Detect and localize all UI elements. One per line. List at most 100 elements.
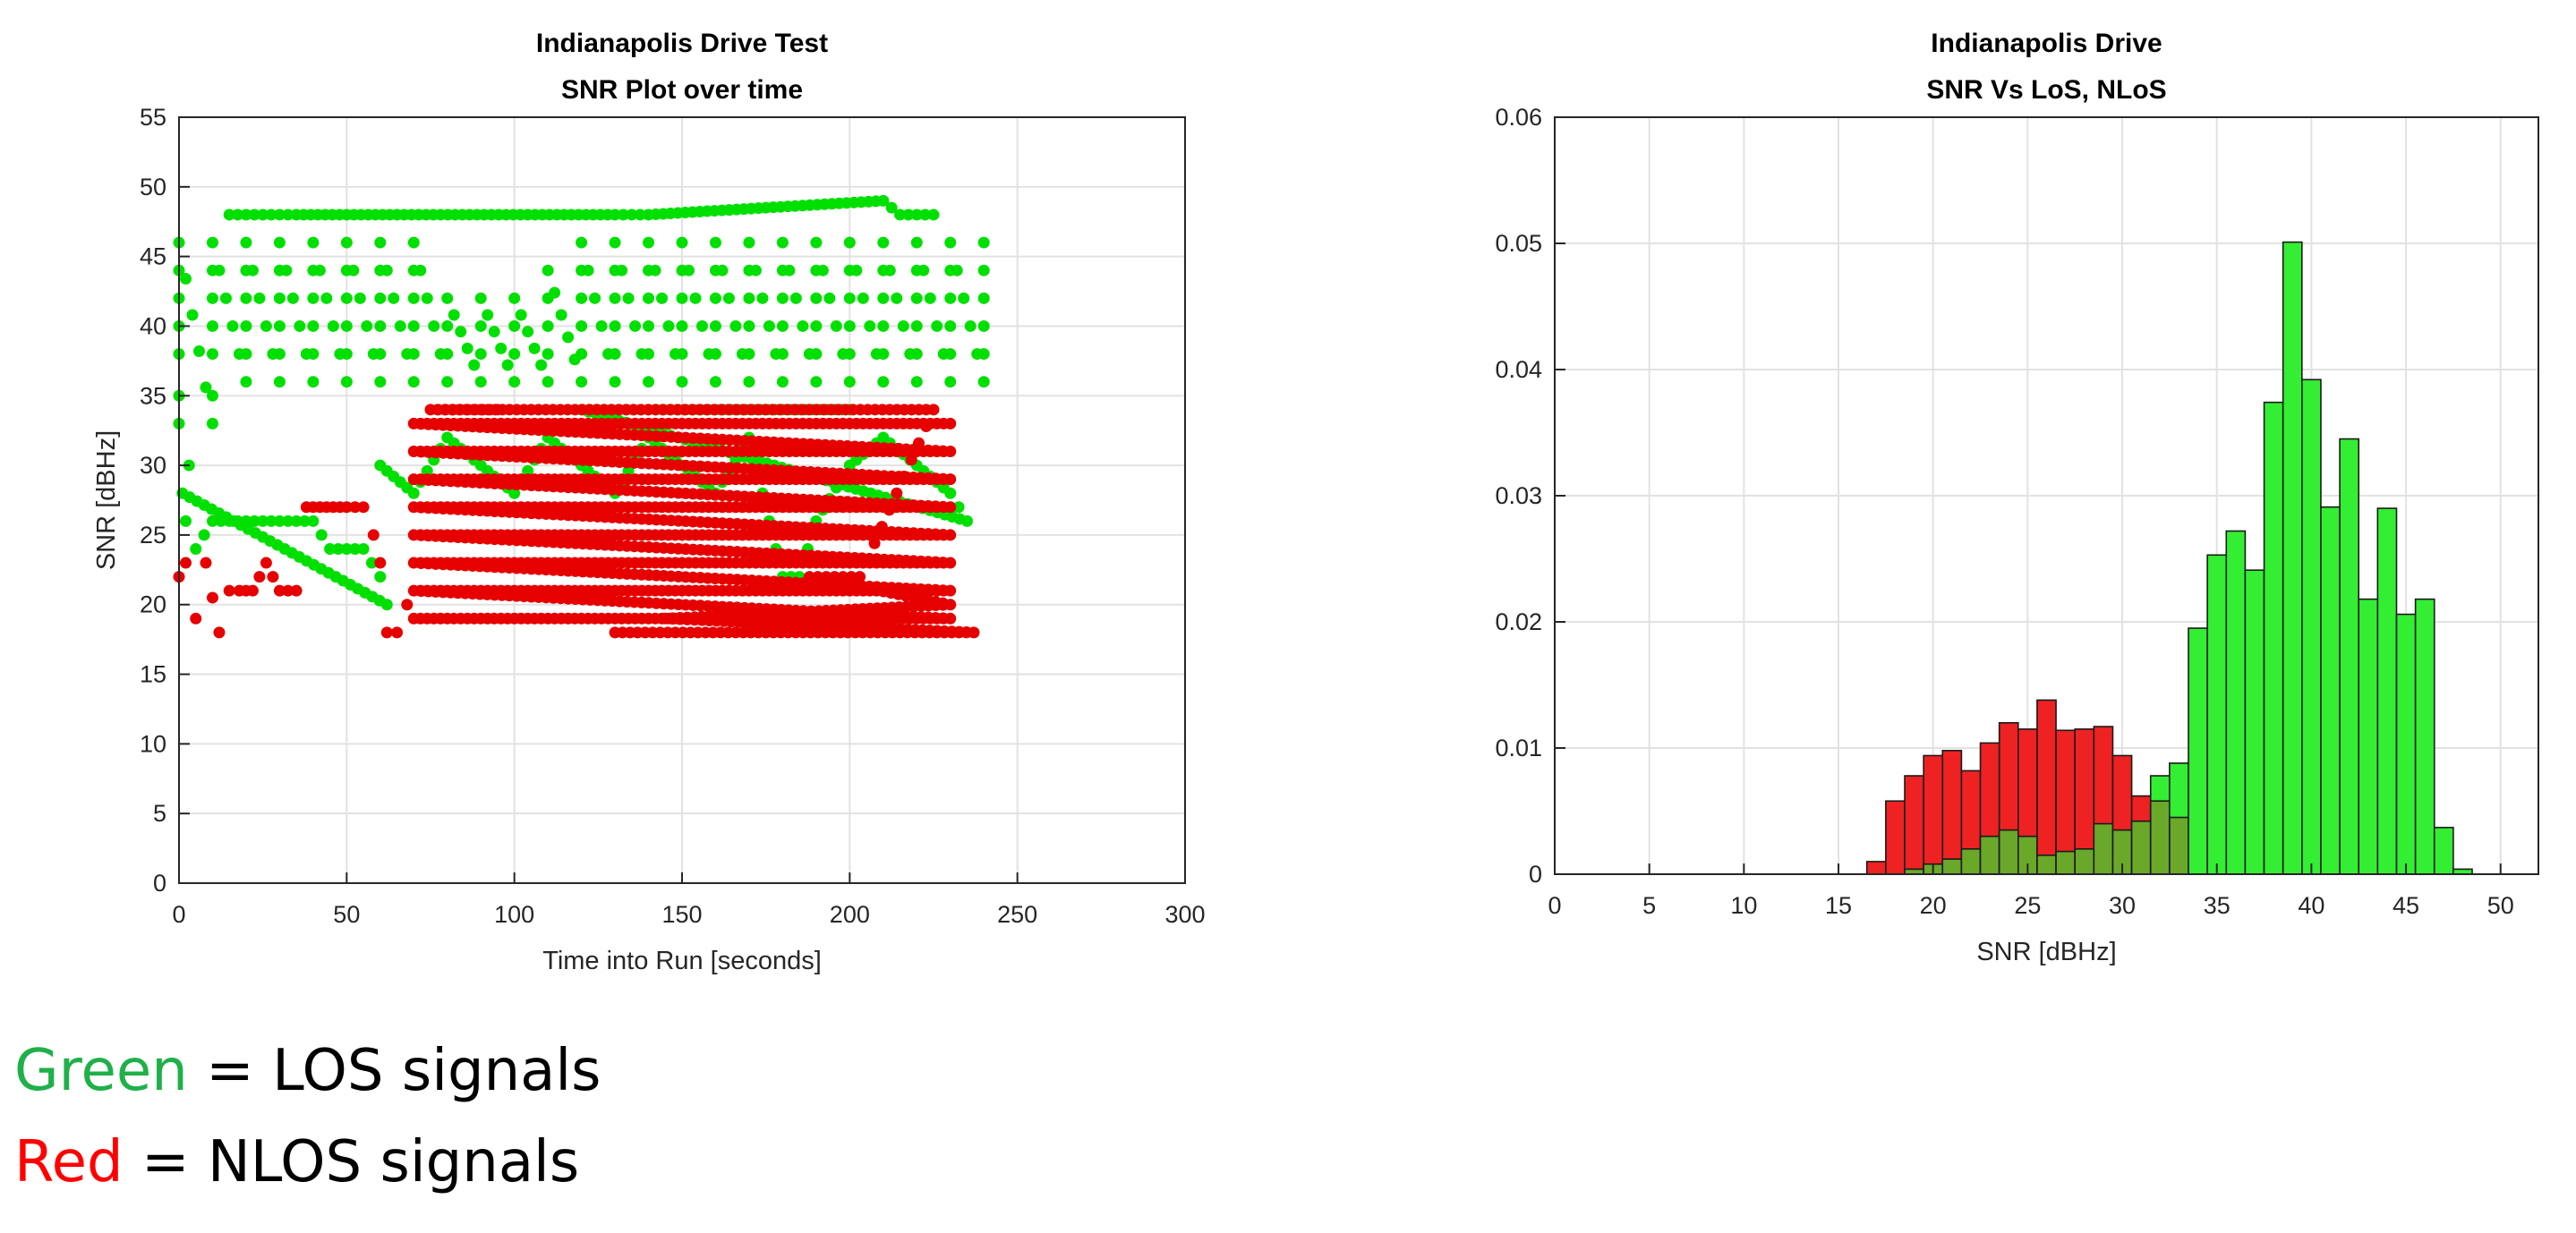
nlos-point (803, 571, 815, 583)
los-point (273, 376, 286, 388)
los-point (756, 292, 769, 304)
los-point (676, 319, 688, 332)
los-point (924, 292, 936, 304)
los-point (952, 501, 965, 514)
los-point (273, 348, 286, 361)
nlos-point (820, 571, 832, 583)
los-point (307, 319, 320, 332)
snr-time-scatter-plot: 0 50 100 150 200 250 300 0 5 10 15 20 25 30 35 40 45 50 55… (92, 29, 1206, 975)
los-point (522, 464, 534, 477)
los-point (576, 319, 588, 332)
los-point (474, 292, 487, 304)
x-tick-label: 45 (2393, 892, 2419, 919)
nlos-point (891, 487, 903, 499)
los-bar (2225, 530, 2247, 875)
nlos-bar (1865, 861, 1887, 875)
y-tick-label: 45 (140, 243, 166, 270)
nlos-point (246, 584, 259, 597)
los-point (709, 319, 721, 332)
los-point (910, 376, 923, 388)
x-tick-label: 300 (1164, 901, 1205, 928)
los-point (246, 264, 259, 276)
los-point (894, 208, 907, 221)
x-axis-label: SNR [dBHz] (1976, 938, 2116, 966)
los-point (977, 376, 990, 388)
los-point (902, 208, 915, 221)
los-point (609, 348, 621, 361)
los-point (897, 319, 909, 332)
los-point (931, 319, 943, 332)
los-point (407, 236, 420, 249)
los-point (944, 348, 957, 361)
los-point (340, 236, 353, 249)
legend-los-note: Green = LOS signals (14, 1038, 601, 1104)
overlap-bar (1998, 829, 2019, 875)
los-bar (2395, 613, 2417, 875)
los-point (461, 342, 473, 354)
los-point (910, 208, 923, 221)
los-point (327, 319, 339, 332)
los-point (394, 319, 406, 332)
los-point (722, 292, 735, 304)
nlos-point (837, 571, 849, 583)
y-tick-label: 0.04 (1495, 356, 1542, 383)
los-point (716, 264, 729, 276)
los-point (273, 514, 286, 527)
los-point (407, 487, 420, 499)
los-point (891, 292, 903, 304)
los-point (179, 514, 192, 527)
los-point (257, 208, 269, 221)
los-bar (2263, 401, 2284, 875)
los-bar (2188, 627, 2208, 875)
los-point (622, 292, 635, 304)
los-point (562, 331, 575, 344)
los-point (695, 319, 708, 332)
overlap-bar (2130, 820, 2152, 875)
los-point (951, 264, 963, 276)
chart-subtitle: SNR Plot over time (561, 75, 803, 105)
nlos-point (253, 571, 266, 583)
nlos-point (357, 501, 370, 514)
y-tick-label: 0.02 (1495, 608, 1542, 635)
los-point (232, 208, 244, 221)
los-point (522, 326, 534, 338)
y-tick-label: 40 (140, 312, 166, 339)
los-bar (2339, 438, 2360, 875)
los-point (354, 292, 366, 304)
los-point (977, 236, 990, 249)
los-point (474, 376, 487, 388)
nlos-bar (1904, 775, 1924, 875)
los-point (273, 292, 286, 304)
los-point (816, 264, 829, 276)
los-point (414, 264, 427, 276)
y-tick-label: 20 (140, 591, 166, 618)
los-point (380, 264, 393, 276)
los-point (468, 359, 481, 371)
los-point (407, 319, 420, 332)
y-tick-label: 0 (1529, 861, 1542, 888)
los-point (626, 208, 638, 221)
nlos-point (491, 404, 504, 416)
los-bar (2320, 506, 2341, 875)
los-point (542, 348, 554, 361)
los-point (830, 319, 842, 332)
nlos-point (190, 612, 202, 625)
chart-subtitle: SNR Vs LoS, NLoS (1926, 75, 2166, 105)
los-point (944, 376, 957, 388)
chart-title: Indianapolis Drive (1931, 29, 2162, 58)
los-point (709, 292, 721, 304)
los-bar (2433, 827, 2454, 875)
los-point (877, 319, 890, 332)
los-point (810, 319, 823, 332)
los-point (482, 309, 494, 321)
los-point (508, 319, 521, 332)
los-point (190, 542, 202, 555)
los-bar (2358, 598, 2379, 875)
nlos-point (913, 437, 925, 449)
los-point (977, 319, 990, 332)
legend-red-rest: = NLOS signals (123, 1129, 580, 1195)
los-point (709, 376, 721, 388)
los-point (743, 376, 755, 388)
los-point (576, 236, 588, 249)
los-point (206, 417, 218, 429)
